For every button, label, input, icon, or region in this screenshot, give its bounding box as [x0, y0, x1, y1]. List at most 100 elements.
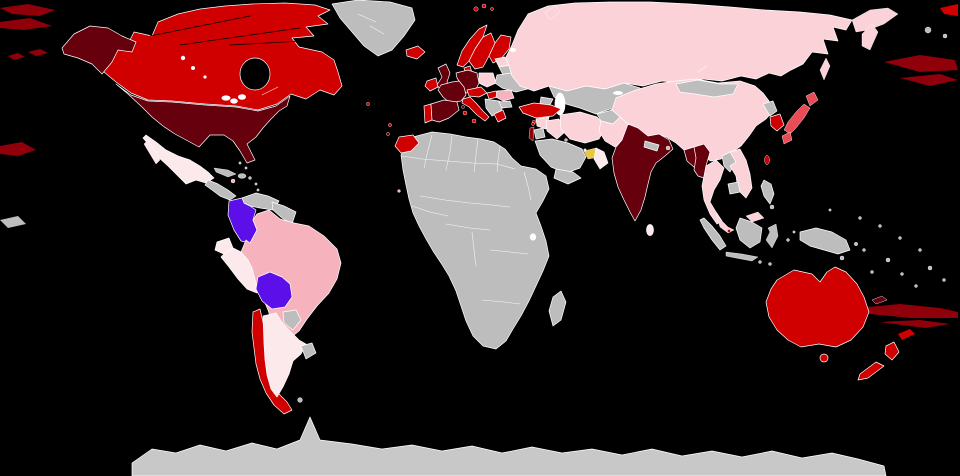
country-argentina: [262, 312, 307, 398]
country-singapore: [727, 229, 731, 233]
solomon-2: [862, 248, 866, 252]
africa-border-egypt: [473, 138, 479, 173]
indonesia-sumatra: [699, 217, 727, 251]
antarctica: [131, 416, 887, 476]
country-ireland: [424, 77, 439, 92]
aleutian-streak-1: [0, 4, 55, 16]
country-canada: [96, 2, 343, 111]
country-saudi-arabia: [534, 138, 587, 174]
new-caledonia: [871, 295, 888, 305]
fiji: [914, 284, 918, 288]
country-norway: [456, 24, 488, 68]
country-russia: [505, 1, 853, 92]
country-malaysia: [715, 213, 735, 234]
country-yemen: [553, 168, 582, 185]
great-slave-lake: [191, 66, 195, 70]
north-pacific-island-2: [942, 33, 948, 39]
africa-border-algeria: [423, 134, 433, 169]
svalbard-1: [473, 6, 479, 12]
country-oman: [593, 147, 609, 170]
micronesia-3: [898, 236, 902, 240]
canary-islands: [386, 132, 390, 136]
country-north-korea: [762, 100, 778, 117]
moluccas-2: [792, 230, 796, 234]
africa-border-sahel: [419, 195, 511, 208]
new-zealand-south: [857, 361, 885, 381]
indonesia-borneo: [735, 217, 763, 249]
micronesia-4: [918, 248, 922, 252]
country-france: [437, 80, 467, 104]
country-poland: [478, 72, 497, 88]
aleutian-streak-2: [0, 18, 52, 30]
country-madagascar: [548, 290, 567, 327]
arctic-channel-1: [149, 15, 251, 37]
great-bear-lake: [180, 55, 186, 61]
micronesia-1: [858, 216, 862, 220]
country-finland: [488, 34, 512, 64]
pacific-island-4: [900, 272, 904, 276]
africa-border-south: [481, 299, 521, 305]
africa-mainland: [400, 131, 550, 350]
country-cuba: [213, 167, 237, 178]
french-polynesia-streak-1: [858, 304, 958, 318]
kermadec-dash: [898, 329, 915, 340]
kamchatka: [861, 23, 879, 51]
island-streaks: [0, 4, 958, 340]
tasmania: [819, 353, 829, 363]
country-jamaica: [230, 178, 236, 184]
pacific-streak-corner: [940, 4, 958, 16]
new-zealand-north: [884, 341, 900, 361]
country-turkey: [518, 102, 562, 119]
africa-border-libya: [445, 135, 453, 171]
sardinia: [462, 110, 468, 116]
japan-honshu: [783, 103, 811, 135]
micronesia-2: [878, 224, 882, 228]
country-cambodia: [727, 181, 741, 195]
north-america: [61, 0, 416, 201]
country-south-korea: [769, 113, 785, 132]
hawaii-islands: [0, 142, 36, 156]
lake-balkhash: [613, 91, 623, 95]
moluccas-1: [786, 238, 790, 242]
nile-river: [523, 171, 532, 201]
country-vietnam: [729, 148, 753, 199]
sakhalin: [819, 57, 831, 81]
country-usa: [115, 83, 291, 164]
antarctica-group: [131, 416, 887, 476]
lake-erie-ontario: [238, 94, 246, 100]
country-usa-alaska: [61, 25, 137, 75]
country-paraguay: [282, 309, 302, 331]
africa-border-east: [489, 249, 529, 255]
baja-california: [143, 139, 161, 165]
bahamas-1: [238, 161, 242, 165]
indonesia-sulawesi: [765, 223, 779, 249]
south-america: [214, 192, 342, 415]
lake-winnipeg: [203, 75, 207, 79]
russia-central-asia: [505, 1, 899, 116]
lesser-sunda-2: [768, 262, 772, 266]
aleutian-dash-2: [8, 53, 25, 60]
country-sri-lanka: [646, 224, 654, 236]
arctic-channel-3: [229, 39, 321, 46]
country-bolivia: [255, 271, 293, 310]
azores: [366, 102, 370, 106]
country-nepal: [643, 140, 660, 152]
chukotka: [851, 7, 899, 33]
lake-superior: [221, 95, 231, 101]
country-romania: [495, 89, 515, 102]
country-greece: [493, 109, 507, 123]
philippines-mindanao: [769, 204, 775, 210]
country-uruguay: [300, 342, 317, 360]
country-spain: [430, 99, 460, 123]
japan-kyushu: [781, 131, 793, 145]
czechia-austria: [466, 86, 488, 98]
kiribati-islands: [0, 216, 26, 228]
africa-border-congo-n: [445, 223, 491, 231]
country-israel: [528, 126, 535, 142]
novaya-zemlya: [544, 5, 561, 21]
oceania: [765, 208, 946, 381]
lake-baikal: [697, 65, 708, 73]
africa: [394, 131, 567, 350]
country-morocco: [394, 134, 420, 154]
